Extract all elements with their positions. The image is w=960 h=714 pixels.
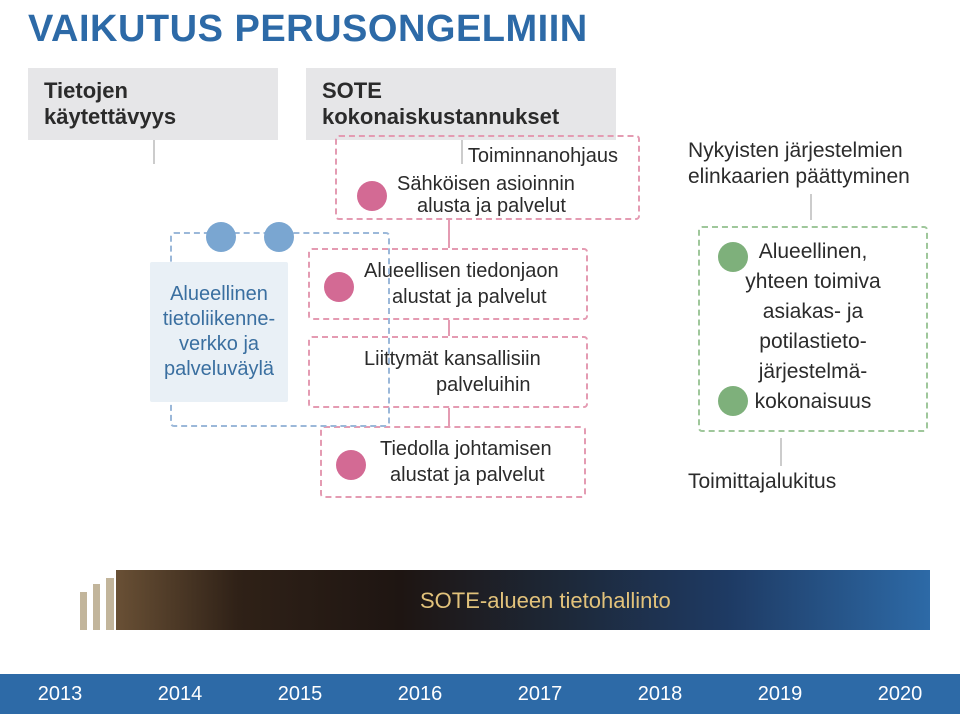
left-line: tietoliikenne- [163,307,275,332]
gradient-label: SOTE-alueen tietohallinto [420,588,671,614]
dot-icon [206,222,236,252]
connector [448,320,450,336]
box4-line2: alustat ja palvelut [390,464,545,487]
dot-icon [336,450,366,480]
right-header-line: Nykyisten järjestelmien [688,138,948,164]
dot-icon [264,222,294,252]
right-green-box: Alueellinen, yhteen toimiva asiakas- ja … [698,226,928,432]
year: 2016 [398,683,443,706]
box3-line1: Liittymät kansallisiin [364,348,541,371]
year: 2015 [278,683,323,706]
connector [810,194,812,220]
box3-line2: palveluihin [436,374,531,397]
connector [448,220,450,248]
right-footer: Toimittajalukitus [688,470,836,494]
box2-line2: alustat ja palvelut [392,286,547,309]
box-tiedolla: Tiedolla johtamisen alustat ja palvelut [320,426,586,498]
top-label-left: Tietojen käytettävyys [28,68,278,140]
left-line: palveluväylä [164,357,274,382]
box1-line3: alusta ja palvelut [417,195,566,218]
year: 2017 [518,683,563,706]
box1-line2: Sähköisen asioinnin [397,173,575,196]
left-line: verkko ja [179,332,259,357]
connector [780,438,782,466]
left-line: Alueellinen [170,282,268,307]
green-line: potilastieto- [700,330,926,354]
green-line: Alueellinen, [700,240,926,264]
year: 2020 [878,683,923,706]
right-header: Nykyisten järjestelmien elinkaarien päät… [688,138,948,191]
top-label-right: SOTE kokonaiskustannukset [306,68,616,140]
green-line: järjestelmä- [700,360,926,384]
green-line: yhteen toimiva [700,270,926,294]
dot-icon [357,181,387,211]
year-axis: 2013 2014 2015 2016 2017 2018 2019 2020 [0,674,960,714]
green-line: asiakas- ja [700,300,926,324]
box2-line1: Alueellisen tiedonjaon [364,260,559,283]
left-blue-panel: Alueellinen tietoliikenne- verkko ja pal… [150,262,288,402]
page-title: VAIKUTUS PERUSONGELMIIN [28,8,588,51]
box4-line1: Tiedolla johtamisen [380,438,552,461]
box-toiminnanohjaus: Toiminnanohjaus Sähköisen asioinnin alus… [335,135,640,220]
green-line: kokonaisuus [700,390,926,414]
year: 2019 [758,683,803,706]
year: 2018 [638,683,683,706]
right-header-line: elinkaarien päättyminen [688,164,948,190]
box1-line1: Toiminnanohjaus [468,145,618,168]
year: 2014 [158,683,203,706]
connector [448,408,450,426]
year: 2013 [38,683,83,706]
